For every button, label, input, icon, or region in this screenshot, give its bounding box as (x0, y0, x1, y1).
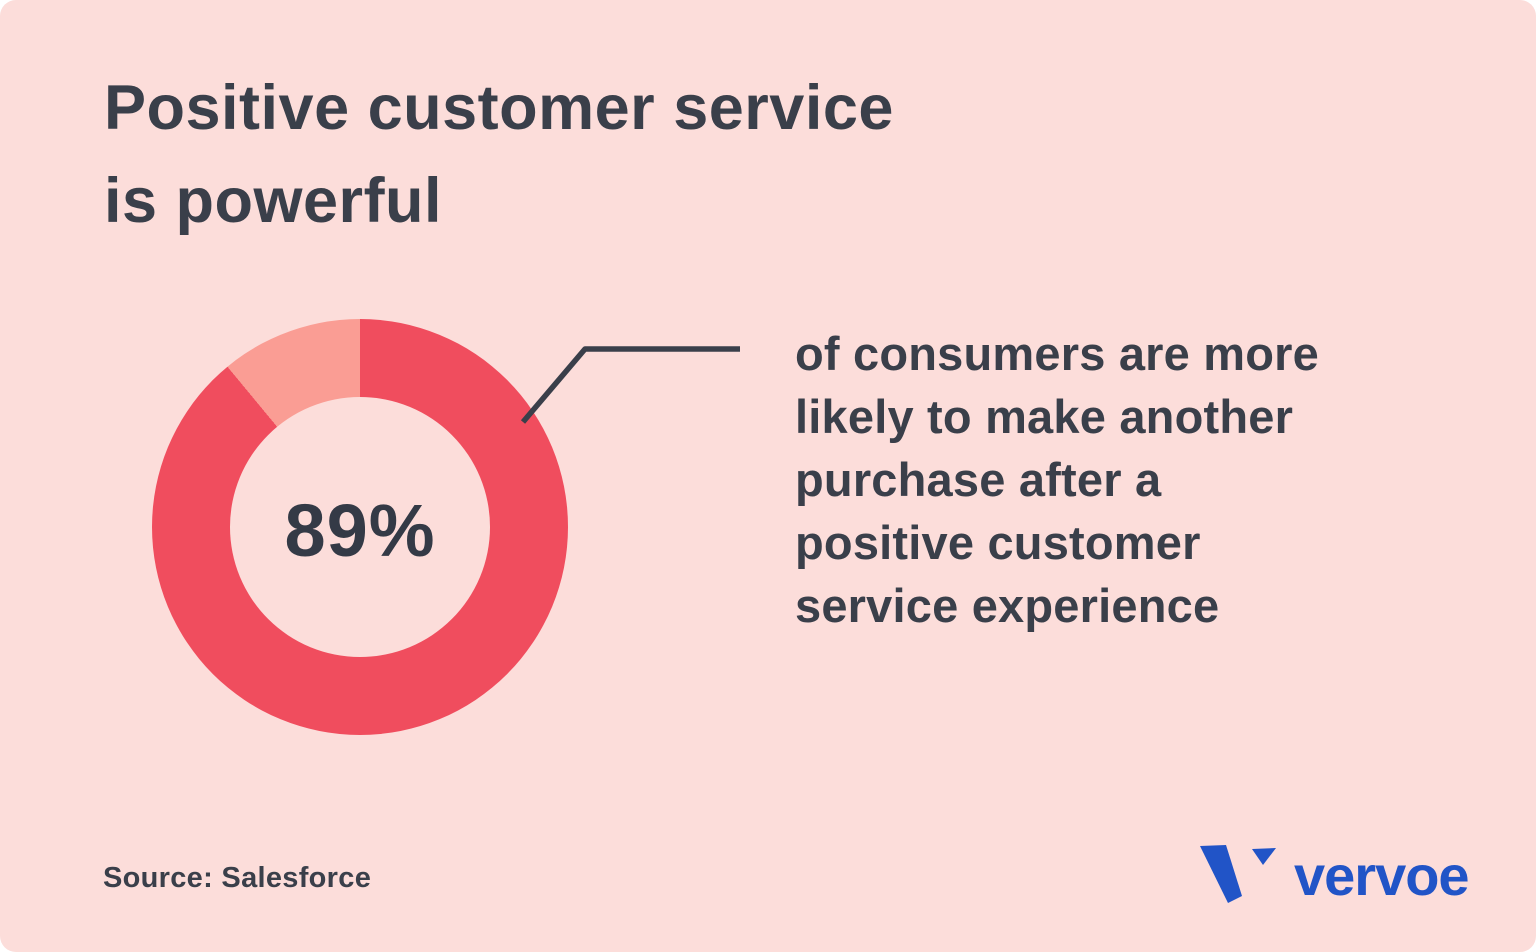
callout-text-line: service experience (795, 579, 1220, 632)
callout-text-line: of consumers are more (795, 327, 1319, 380)
callout-text-line: positive customer (795, 516, 1201, 569)
source-attribution: Source: Salesforce (103, 862, 372, 894)
callout-text-line: likely to make another (795, 390, 1294, 443)
callout-text: of consumers are more likely to make ano… (795, 322, 1319, 637)
callout-connector-line (520, 346, 740, 424)
donut-percent-label: 89% (284, 488, 436, 572)
vervoe-logo: vervoe (1200, 844, 1470, 907)
callout-polyline (520, 346, 740, 424)
logo-v-stroke (1200, 845, 1242, 903)
donut-chart: 89% (152, 319, 568, 735)
vervoe-logo-icon (1200, 845, 1276, 903)
title-line-1: Positive customer service (104, 73, 894, 143)
vervoe-wordmark: vervoe (1294, 844, 1470, 907)
page-title: Positive customer service is powerful (104, 62, 894, 248)
logo-v-triangle (1252, 848, 1276, 865)
donut-hole (230, 397, 490, 657)
callout-text-line: purchase after a (795, 453, 1162, 506)
title-line-2: is powerful (104, 166, 443, 236)
